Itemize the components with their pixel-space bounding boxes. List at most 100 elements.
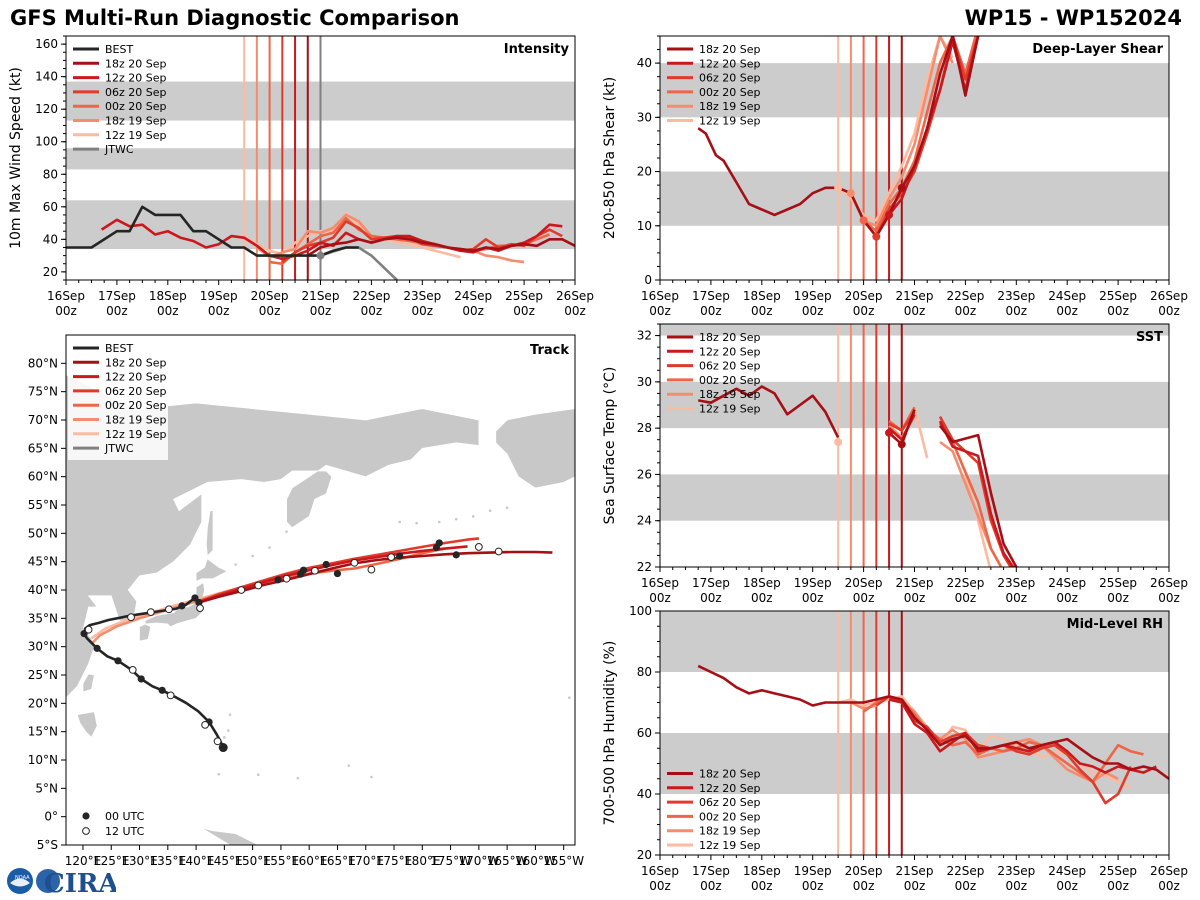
track-point-00utc [333,569,342,578]
x-tick-label: 17Sep [692,289,730,303]
track-line [198,550,553,604]
island-dot [398,520,401,524]
y-tick-label: 80 [43,167,58,181]
x-tick-label: 25Sep [1099,289,1137,303]
legend-label: 18z 19 Sep [105,414,167,427]
island-dot [227,729,230,732]
landmass-kyushu [139,623,152,642]
x-tick-label: 160°W [515,854,556,868]
x-tick-label-hour: 00z [310,304,332,318]
x-tick-label-hour: 00z [1158,304,1180,318]
track-point-12utc [84,625,93,634]
init-marker [316,251,325,260]
island-dot [568,696,571,699]
y-tick-label: 5°N [35,781,58,795]
y-tick-label: 55°N [28,498,58,512]
x-tick-label-hour: 00z [955,591,977,605]
track-point-00utc [435,539,443,547]
track-point-12utc [282,574,291,583]
x-tick-label-hour: 00z [853,879,875,893]
legend-marker-label: 12 UTC [105,825,145,838]
noaa-logo-label: NOAA [15,875,30,881]
panel-title: SST [1136,330,1163,345]
x-tick-label-hour: 00z [1158,591,1180,605]
init-marker [897,183,906,192]
x-tick-label: 25Sep [505,289,543,303]
legend-label: 18z 20 Sep [699,331,761,344]
y-tick-label: 30 [637,110,652,124]
track-start-marker [218,743,228,753]
y-tick-label: 20°N [28,696,58,710]
x-tick-label: 23Sep [997,289,1035,303]
landmass-luzon [76,711,98,738]
island-dot [217,772,220,776]
legend-label: 06z 20 Sep [699,796,761,809]
x-tick-label: 23Sep [997,864,1035,878]
series-line [964,474,992,567]
legend-label: 00z 20 Sep [699,86,761,99]
x-tick-label: 17Sep [692,576,730,590]
x-tick-label: 170°E [347,854,384,868]
island-dot [256,773,260,777]
y-tick-label: 60 [43,200,58,214]
legend-label: 06z 20 Sep [105,86,167,99]
legend-label: 18z 20 Sep [699,43,761,56]
series-line [697,664,1169,780]
x-tick-label-hour: 00z [1056,879,1078,893]
track-point-12utc [310,566,319,575]
track-point-12utc [367,565,376,574]
x-tick-label: 24Sep [1048,576,1086,590]
x-tick-label-hour: 00z [462,304,484,318]
series-line [939,440,993,549]
island-dot [471,515,475,518]
y-axis-label: 10m Max Wind Speed (kt) [8,67,24,249]
y-tick-label: 30 [637,375,652,389]
legend-label: 12z 20 Sep [699,57,761,70]
island-dot [505,506,509,510]
panel-title: Deep-Layer Shear [1032,42,1163,57]
track-point-00utc [93,644,101,652]
init-marker [846,189,855,198]
x-tick-label-hour: 00z [700,591,722,605]
y-tick-label: 75°N [28,385,58,399]
x-tick-label: 165°W [487,854,528,868]
legend-label: 00z 20 Sep [105,100,167,113]
panel-title: Track [530,343,569,358]
x-tick-label: 17Sep [98,289,136,303]
x-tick-label-hour: 00z [853,304,875,318]
x-tick-label: 22Sep [946,864,984,878]
x-tick-label: 18Sep [743,576,781,590]
track-point-00utc [299,566,308,574]
x-tick-label: 18Sep [743,864,781,878]
x-tick-label: 155°W [543,854,584,868]
x-tick-label-hour: 00z [361,304,383,318]
y-tick-label: 60°N [28,470,58,484]
legend-label: 18z 20 Sep [699,768,761,781]
x-tick-label-hour: 00z [904,591,926,605]
legend-label: 12z 19 Sep [699,403,761,416]
x-tick-label: 175°E [376,854,413,868]
series-line [307,236,575,257]
x-tick-label: 140°E [178,854,215,868]
y-tick-label: 80°N [28,356,58,370]
panel-title: Mid-Level RH [1067,617,1163,632]
island-dot [296,776,300,780]
y-tick-label: 45°N [28,555,58,569]
track-point-12utc [213,737,222,746]
x-tick-label-hour: 00z [1006,879,1028,893]
legend-label: 00z 20 Sep [699,374,761,387]
island-dot [251,554,254,558]
track-point-12utc [494,547,503,556]
y-tick-label: 20 [43,265,58,279]
x-tick-label: 26Sep [1150,289,1188,303]
x-tick-label: 25Sep [1099,864,1137,878]
legend-background [68,338,168,460]
x-tick-label: 20Sep [845,576,883,590]
x-tick-label: 180°E [404,854,441,868]
legend-label: 06z 20 Sep [699,360,761,373]
series-line [913,406,929,459]
chart-shear: 01020304016Sep00z17Sep00z18Sep00z19Sep00… [602,35,1188,318]
y-tick-label: 0 [644,273,652,287]
x-tick-label: 170°W [458,854,499,868]
track-point-12utc [201,720,210,729]
